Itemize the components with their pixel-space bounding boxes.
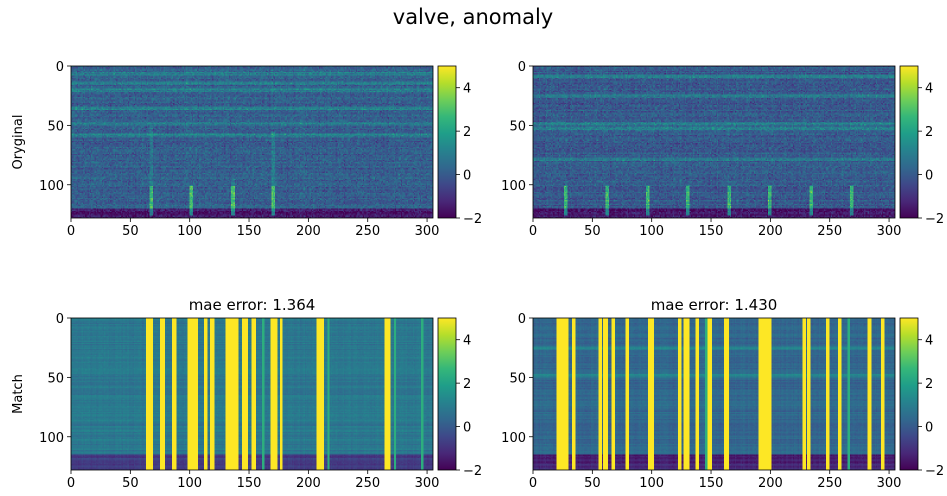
panel-bottom-right: 0 50 100 150 200 250 300 0 50 100 mae error: 1.430… bbox=[501, 296, 944, 491]
x-tick-label: 200 bbox=[758, 476, 783, 491]
colorbar bbox=[899, 317, 919, 471]
colorbar-tick-label: 4 bbox=[925, 82, 933, 97]
x-tick-label: 300 bbox=[877, 476, 902, 491]
colorbar-tick-label: 0 bbox=[463, 169, 471, 184]
x-tick-label: 0 bbox=[67, 476, 75, 491]
panel-title: mae error: 1.364 bbox=[189, 296, 316, 314]
colorbar-tick-label: −2 bbox=[925, 212, 944, 227]
x-tick-label: 100 bbox=[177, 476, 202, 491]
y-tick-label: 100 bbox=[39, 179, 64, 194]
y-tick-label: 50 bbox=[509, 371, 526, 386]
y-tick-label: 100 bbox=[39, 431, 64, 446]
y-tick-label: 0 bbox=[518, 60, 526, 75]
x-tick-label: 300 bbox=[415, 224, 440, 239]
axes-frame bbox=[70, 65, 434, 219]
x-tick-label: 250 bbox=[817, 476, 842, 491]
x-tick-label: 50 bbox=[122, 224, 139, 239]
y-tick-label: 50 bbox=[509, 119, 526, 134]
x-tick-label: 50 bbox=[584, 476, 601, 491]
x-tick-label: 50 bbox=[584, 224, 601, 239]
x-tick-label: 200 bbox=[758, 224, 783, 239]
colorbar-tick-label: 0 bbox=[463, 421, 471, 436]
colorbar-tick-label: −2 bbox=[463, 212, 482, 227]
colorbar-tick-label: 2 bbox=[463, 377, 471, 392]
colorbar bbox=[899, 65, 919, 219]
x-tick-label: 0 bbox=[67, 224, 75, 239]
colorbar-tick-label: 4 bbox=[463, 334, 471, 349]
panel-bottom-left: 0 50 100 150 200 250 300 0 50 100 mae error: 1.364… bbox=[11, 296, 482, 491]
colorbar-tick-label: 2 bbox=[925, 125, 933, 140]
colorbar-tick-label: 0 bbox=[925, 421, 933, 436]
colorbar-tick-label: −2 bbox=[463, 464, 482, 479]
panel-title: mae error: 1.430 bbox=[651, 296, 778, 314]
x-tick-label: 250 bbox=[355, 224, 380, 239]
x-tick-label: 150 bbox=[699, 476, 724, 491]
axes-frame bbox=[532, 65, 896, 219]
x-tick-label: 0 bbox=[529, 224, 537, 239]
x-tick-label: 150 bbox=[237, 224, 262, 239]
colorbar-tick-label: 4 bbox=[925, 334, 933, 349]
heatmap-image bbox=[533, 66, 895, 218]
axes-frame bbox=[70, 317, 434, 471]
y-tick-label: 50 bbox=[47, 371, 64, 386]
colorbar-tick-label: 2 bbox=[463, 125, 471, 140]
y-axis-label: Match bbox=[11, 374, 26, 414]
x-tick-label: 300 bbox=[877, 224, 902, 239]
colorbar-tick-label: −2 bbox=[925, 464, 944, 479]
x-tick-label: 0 bbox=[529, 476, 537, 491]
x-tick-label: 100 bbox=[639, 224, 664, 239]
x-tick-label: 100 bbox=[177, 224, 202, 239]
y-axis-label: Oryginal bbox=[11, 115, 26, 170]
x-tick-label: 300 bbox=[415, 476, 440, 491]
x-tick-label: 250 bbox=[817, 224, 842, 239]
y-tick-label: 0 bbox=[56, 312, 64, 327]
figure-title: valve, anomaly bbox=[393, 5, 553, 29]
panel-top-left: 0 50 100 150 200 250 300 0 50 100 Oryginal −2 0 2 4 bbox=[11, 60, 482, 239]
colorbar bbox=[437, 65, 457, 219]
colorbar bbox=[437, 317, 457, 471]
x-tick-label: 150 bbox=[237, 476, 262, 491]
y-tick-label: 0 bbox=[518, 312, 526, 327]
x-tick-label: 200 bbox=[296, 224, 321, 239]
heatmap-image bbox=[71, 66, 433, 218]
heatmap-image bbox=[533, 318, 895, 470]
x-tick-label: 250 bbox=[355, 476, 380, 491]
x-tick-label: 150 bbox=[699, 224, 724, 239]
y-tick-label: 100 bbox=[501, 431, 526, 446]
heatmap-image bbox=[71, 318, 433, 470]
axes-frame bbox=[532, 317, 896, 471]
x-tick-label: 200 bbox=[296, 476, 321, 491]
y-tick-label: 50 bbox=[47, 119, 64, 134]
x-tick-label: 100 bbox=[639, 476, 664, 491]
colorbar-tick-label: 0 bbox=[925, 169, 933, 184]
colorbar-tick-label: 2 bbox=[925, 377, 933, 392]
panel-top-right: 0 50 100 150 200 250 300 0 50 100 −2 0 2 4 bbox=[501, 60, 944, 239]
y-tick-label: 0 bbox=[56, 60, 64, 75]
y-tick-label: 100 bbox=[501, 179, 526, 194]
colorbar-tick-label: 4 bbox=[463, 82, 471, 97]
x-tick-label: 50 bbox=[122, 476, 139, 491]
